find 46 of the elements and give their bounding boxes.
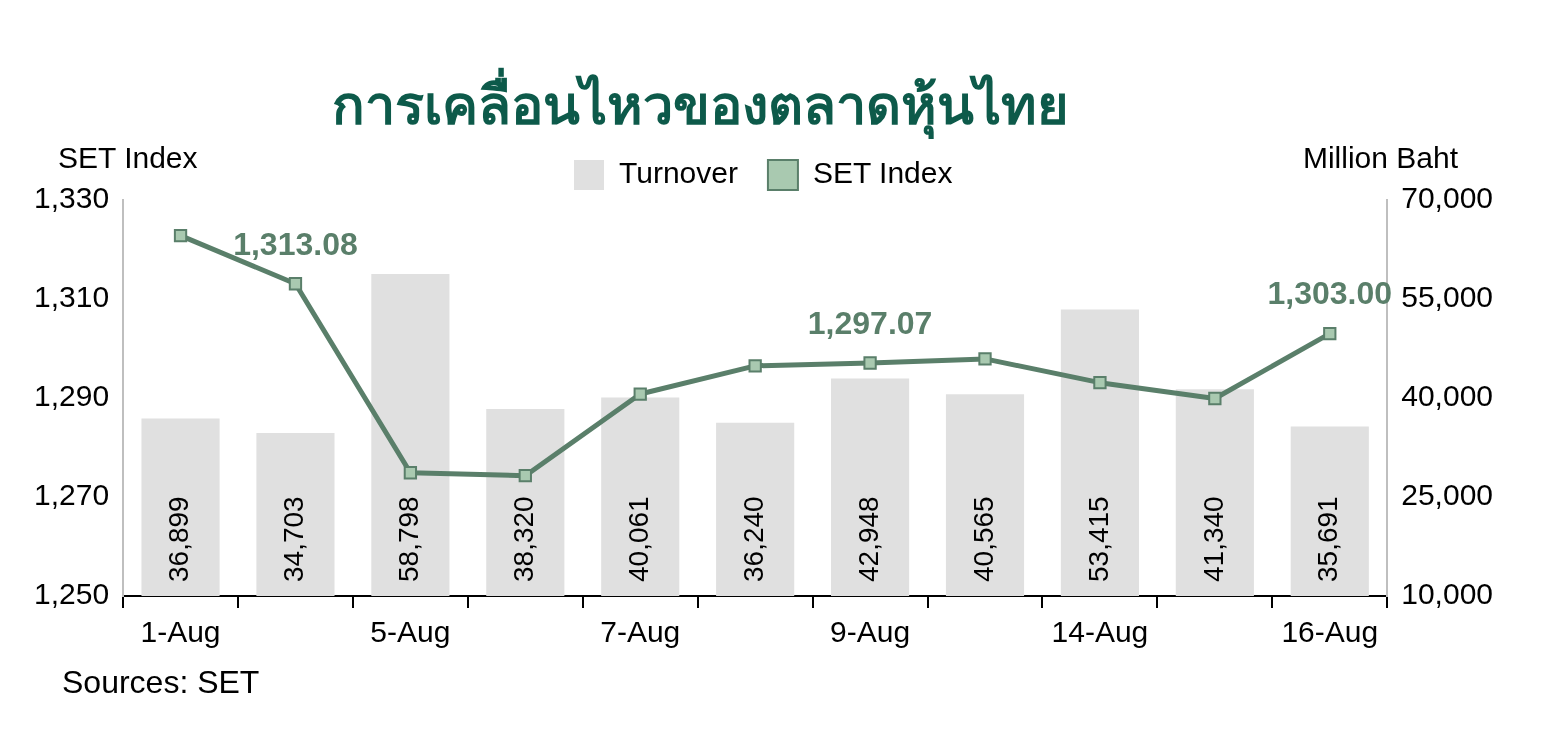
x-tick-label: 14-Aug	[1051, 615, 1149, 649]
point	[633, 387, 647, 401]
data-label: 53,415	[1082, 496, 1114, 582]
data-label: 58,798	[393, 496, 425, 582]
point	[288, 277, 303, 291]
y2-tick-label: 70,000	[1401, 181, 1494, 215]
data-label: 36,240	[737, 496, 769, 582]
x-tick-label: 7-Aug	[600, 615, 681, 649]
point	[748, 359, 762, 373]
y2-tick-label: 25,000	[1401, 478, 1494, 512]
x-tick-label: 16-Aug	[1281, 615, 1379, 649]
data-label: 1,313.08	[233, 225, 358, 262]
data-label: 38,320	[508, 496, 540, 582]
y-tick-label: 1,310	[34, 280, 110, 314]
source-note: Sources: SET	[62, 664, 260, 701]
data-label: 1,303.00	[1267, 275, 1393, 312]
y-tick-label: 1,250	[34, 577, 110, 611]
data-label: 41,340	[1197, 496, 1229, 582]
x-tick-label: 5-Aug	[370, 615, 451, 649]
x-tick-label: 1-Aug	[140, 615, 221, 649]
data-label: 40,565	[967, 496, 999, 582]
y2-tick-label: 40,000	[1401, 379, 1494, 413]
data-label: 42,948	[852, 496, 884, 582]
point	[1323, 326, 1337, 341]
data-label: 1,297.07	[807, 304, 933, 341]
point	[1208, 391, 1222, 406]
data-label: 40,061	[622, 496, 654, 582]
point	[863, 356, 877, 370]
y-axis-title: SET Index	[58, 141, 198, 175]
data-label: 36,899	[163, 496, 195, 582]
legend-label: SET Index	[812, 156, 953, 190]
data-label: 35,691	[1312, 496, 1344, 582]
point	[978, 352, 992, 366]
point	[1093, 376, 1107, 390]
y-tick-label: 1,290	[34, 379, 110, 413]
point	[403, 466, 418, 480]
y-tick-label: 1,270	[34, 478, 110, 512]
point	[173, 228, 188, 243]
data-label: 34,703	[278, 496, 310, 582]
y-tick-label: 1,330	[34, 181, 110, 215]
y2-tick-label: 10,000	[1401, 577, 1494, 611]
y2-tick-label: 55,000	[1401, 280, 1494, 314]
y2-axis-title: Million Baht	[1302, 141, 1459, 175]
point	[518, 469, 532, 483]
x-tick-label: 9-Aug	[830, 615, 911, 649]
legend-label: Turnover	[619, 156, 738, 190]
